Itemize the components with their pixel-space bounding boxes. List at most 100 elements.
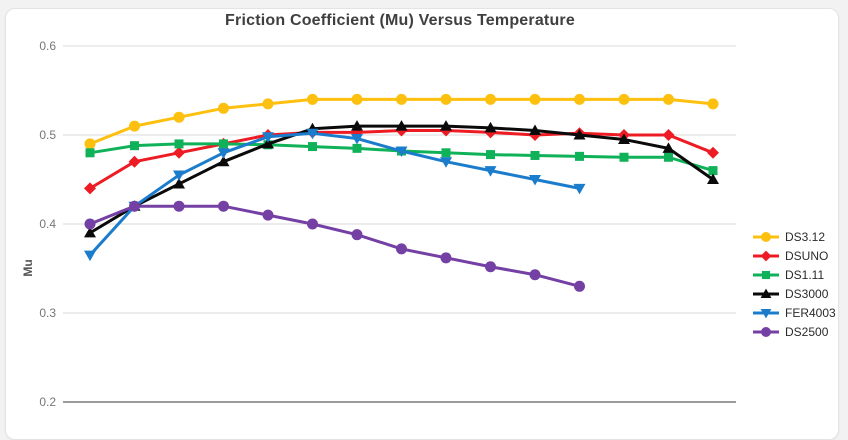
triangle-down-marker (395, 146, 408, 158)
circle-marker (129, 120, 140, 132)
triangle-up-marker (662, 142, 675, 153)
triangle-down-marker (760, 308, 772, 318)
diamond-marker (173, 146, 185, 159)
triangle-down-legend-icon (753, 308, 779, 318)
legend-item-ds3000[interactable]: DS3000 (752, 284, 836, 303)
triangle-down-marker (173, 170, 185, 182)
diamond-marker (128, 155, 141, 168)
circle-marker (485, 261, 496, 273)
circle-marker (351, 229, 363, 241)
circle-marker (173, 111, 185, 123)
circle-marker (574, 280, 585, 292)
triangle-down-marker (440, 157, 452, 168)
square-marker (664, 152, 673, 162)
square-legend-icon (753, 270, 779, 279)
triangle-down-marker (529, 175, 541, 186)
triangle-up-marker (262, 137, 274, 149)
triangle-up-marker (707, 173, 719, 184)
circle-marker (663, 93, 674, 105)
series-line-fer4003 (88, 131, 581, 257)
circle-marker (440, 93, 452, 105)
triangle-down-marker (84, 250, 96, 262)
triangle-up-marker (84, 226, 96, 238)
legend-label: DSUNO (785, 248, 829, 263)
circle-marker (761, 231, 771, 242)
legend-item-fer4003[interactable]: FER4003 (752, 303, 836, 322)
circle-marker (707, 98, 719, 110)
circle-marker (129, 200, 140, 212)
circle-legend-icon (753, 326, 779, 337)
triangle-up-marker (529, 124, 541, 136)
diamond-marker (84, 182, 96, 195)
y-tick-label: 0.4 (39, 217, 56, 231)
circle-marker (440, 252, 452, 264)
diamond-legend-icon (753, 250, 779, 261)
square-marker (308, 142, 317, 152)
legend-label: FER4003 (785, 305, 836, 320)
diamond-marker (707, 146, 719, 159)
circle-marker (396, 93, 407, 105)
square-marker (761, 270, 771, 279)
triangle-down-marker (306, 128, 319, 140)
circle-marker (574, 93, 585, 105)
line-chart-plot: 0.6 0.5 0.4 0.3 0.2 (39, 39, 736, 409)
circle-marker (84, 138, 96, 150)
square-marker (486, 150, 495, 160)
legend-item-ds2500[interactable]: DS2500 (752, 322, 836, 341)
chart-title: Friction Coefficient (Mu) Versus Tempera… (225, 12, 575, 29)
circle-marker (218, 200, 229, 212)
triangle-down-marker (484, 166, 497, 177)
circle-marker (262, 209, 274, 221)
legend-label: DS2500 (785, 324, 829, 339)
diamond-marker (662, 129, 675, 141)
square-marker (530, 150, 540, 160)
circle-marker (529, 93, 541, 105)
circle-marker (218, 102, 229, 114)
legend-label: DS1.11 (785, 267, 825, 282)
series-line-ds2500 (88, 204, 581, 288)
square-marker (575, 151, 584, 161)
triangle-up-marker (484, 121, 497, 133)
circle-legend-icon (753, 231, 779, 242)
y-tick-label: 0.3 (39, 306, 56, 320)
triangle-up-legend-icon (753, 288, 779, 298)
circle-marker (351, 93, 363, 105)
triangle-up-marker (573, 129, 586, 140)
square-marker (174, 139, 184, 149)
circle-marker (262, 98, 274, 110)
circle-marker (307, 218, 318, 230)
triangle-down-marker (217, 148, 230, 159)
y-tick-label: 0.5 (39, 128, 56, 142)
circle-marker (529, 269, 541, 281)
circle-marker (173, 200, 185, 212)
circle-marker (307, 93, 318, 105)
circle-marker (396, 243, 407, 255)
square-marker (352, 143, 362, 153)
square-marker (85, 148, 95, 158)
circle-marker (761, 326, 771, 337)
legend-item-ds3-12[interactable]: DS3.12 (752, 227, 836, 246)
triangle-down-marker (573, 183, 586, 195)
legend-label: DS3.12 (785, 229, 826, 244)
triangle-up-marker (440, 120, 452, 131)
triangle-up-marker (173, 177, 185, 189)
triangle-up-marker (760, 288, 772, 298)
chart-legend: DS3.12 DSUNO DS1.11 DS3000 FER4003 DS2500 (752, 227, 836, 341)
triangle-up-marker (395, 120, 408, 131)
triangle-down-marker (262, 132, 274, 143)
legend-item-ds1-11[interactable]: DS1.11 (752, 265, 836, 284)
triangle-down-marker (351, 134, 363, 145)
square-marker (130, 141, 139, 151)
circle-marker (618, 93, 630, 105)
triangle-up-marker (217, 155, 230, 167)
y-tick-label: 0.6 (39, 39, 56, 53)
legend-item-dsuno[interactable]: DSUNO (752, 246, 836, 265)
square-marker (441, 148, 451, 158)
square-marker (708, 166, 718, 176)
square-marker (219, 139, 228, 149)
y-tick-label: 0.2 (39, 395, 56, 409)
triangle-up-marker (618, 133, 630, 144)
diamond-marker (760, 250, 772, 261)
triangle-up-marker (351, 120, 363, 131)
square-marker (619, 152, 629, 162)
